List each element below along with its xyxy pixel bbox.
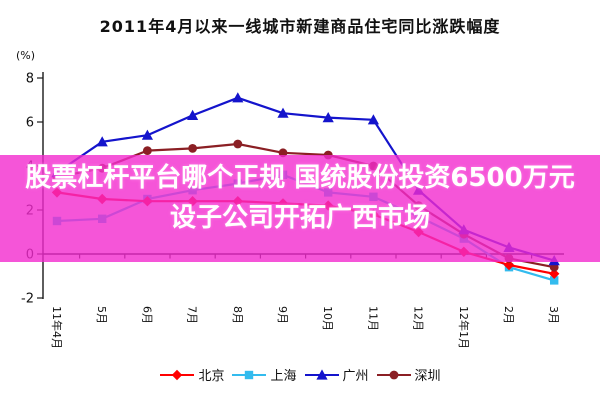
legend-marker-beijing: [160, 369, 195, 380]
legend-label-shenzhen: 深圳: [414, 369, 441, 384]
data-point-marker: [96, 136, 108, 147]
chart-legend: 北京 上海 广州 深圳: [0, 365, 600, 384]
data-point-marker: [503, 259, 515, 271]
x-axis-label: 2月: [502, 306, 515, 324]
x-axis-label: 7月: [186, 306, 199, 324]
x-axis-label: 8月: [231, 306, 244, 324]
data-point-marker: [188, 144, 198, 153]
data-point-marker: [389, 370, 398, 379]
y-axis-unit-label: (%): [16, 49, 35, 62]
x-axis-label: 6月: [140, 306, 153, 324]
x-axis-label: 12年1月: [457, 306, 471, 349]
x-axis-label: 11月: [366, 306, 379, 331]
legend-item-shenzhen: 深圳: [376, 365, 441, 384]
watermark-text-line2: 设子公司开拓广西市场: [169, 203, 430, 233]
data-point-marker: [367, 114, 379, 125]
data-point-marker: [233, 139, 243, 149]
x-axis-label: 3月: [547, 306, 560, 324]
data-point-marker: [143, 146, 152, 156]
legend-marker-shanghai: [232, 370, 267, 379]
page-title: 2011年4月以来一线城市新建商品住宅同比涨跌幅度: [99, 17, 501, 36]
legend-label-shanghai: 上海: [270, 369, 297, 384]
x-axis-label: 10月: [321, 306, 334, 331]
x-axis-label: 11年4月: [50, 306, 64, 349]
data-point-marker: [550, 276, 559, 285]
x-axis-label: 9月: [276, 306, 289, 324]
data-point-marker: [232, 92, 244, 103]
legend-item-guangzhou: 广州: [304, 365, 369, 384]
data-point-marker: [187, 109, 199, 120]
data-point-marker: [315, 368, 328, 380]
data-point-marker: [172, 369, 183, 380]
data-point-marker: [141, 129, 153, 140]
y-tick-label: -2: [21, 292, 34, 307]
legend-marker-shenzhen: [376, 370, 411, 379]
data-point-marker: [549, 268, 560, 279]
legend-item-beijing: 北京: [159, 365, 224, 384]
legend-marker-guangzhou: [304, 368, 339, 380]
watermark-text-line1: 股票杠杆平台哪个正规 国统股份投资6500万元: [25, 163, 575, 193]
data-point-marker: [245, 370, 254, 379]
data-point-marker: [277, 107, 289, 118]
x-axis-label: 12月: [412, 306, 425, 331]
y-tick-label: 8: [26, 72, 34, 87]
legend-label-beijing: 北京: [198, 369, 225, 384]
watermark-overlay: 股票杠杆平台哪个正规 国统股份投资6500万元 设子公司开拓广西市场: [0, 155, 600, 262]
data-point-marker: [322, 112, 334, 123]
legend-item-shanghai: 上海: [231, 365, 297, 384]
x-axis-label: 5月: [95, 306, 108, 324]
y-tick-label: 6: [26, 116, 34, 131]
legend-label-guangzhou: 广州: [342, 369, 369, 384]
